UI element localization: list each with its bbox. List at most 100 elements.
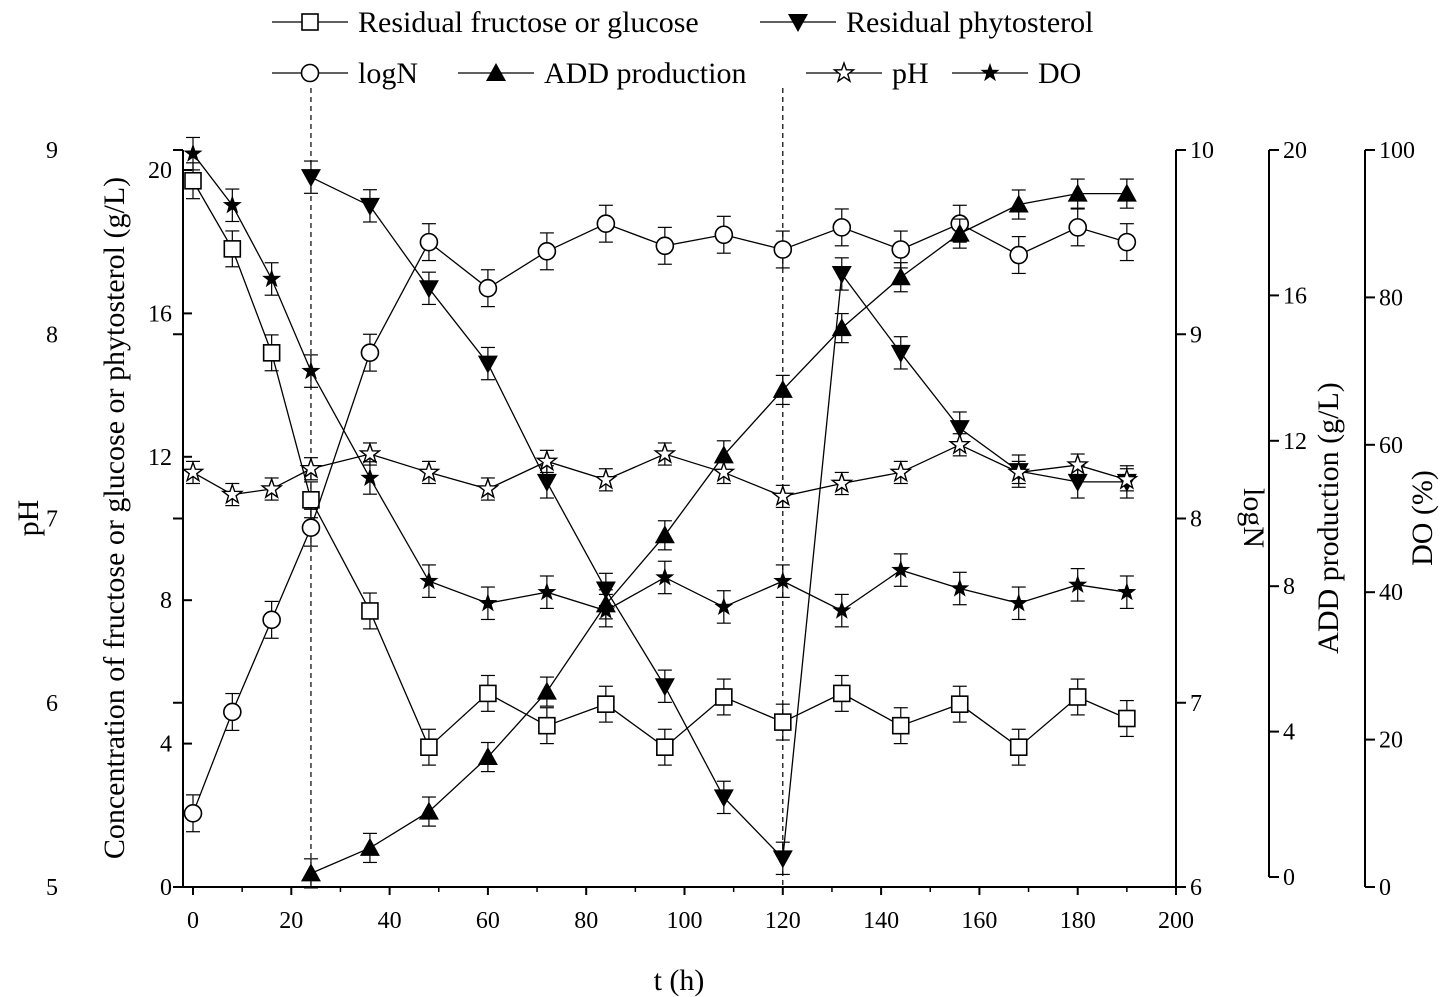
y-tick-label-logn: 9: [1190, 322, 1202, 348]
legend-item-do: DO: [952, 57, 1081, 90]
data-point: [772, 850, 793, 869]
legend-marker: [833, 62, 855, 82]
x-tick-label: 200: [1158, 908, 1194, 934]
data-point: [359, 197, 380, 216]
x-tick-label: 160: [961, 908, 997, 934]
y-tick-label-ph: 8: [46, 322, 58, 348]
data-point: [891, 716, 910, 735]
series-residual-phytosterol: [300, 160, 1137, 876]
series-line: [310, 192, 1127, 874]
x-tick-label: 40: [378, 908, 402, 934]
data-point: [536, 473, 557, 492]
legend-label: DO: [1038, 57, 1081, 90]
data-point: [656, 738, 674, 756]
data-point: [478, 278, 498, 298]
y-axis-label-concentration: Concentration of fructose or glucose or …: [98, 177, 131, 859]
data-point: [1009, 245, 1029, 265]
data-point: [418, 280, 439, 299]
y-tick-label-add: 0: [1283, 865, 1295, 891]
data-point: [714, 225, 734, 245]
data-point: [302, 491, 320, 509]
data-point: [1009, 738, 1028, 756]
series-line: [192, 180, 1128, 749]
legend-label: Residual fructose or glucose: [358, 6, 699, 39]
x-tick-label: 100: [667, 908, 703, 934]
y-tick-label-ph: 6: [46, 691, 58, 717]
data-point: [891, 240, 911, 259]
data-point: [597, 695, 615, 713]
y-tick-label-conc: 20: [148, 158, 172, 184]
y-axis-label-ph: pH: [12, 500, 45, 537]
series-add-production: [300, 178, 1137, 889]
data-point: [654, 525, 675, 544]
y-tick-label-add: 8: [1283, 574, 1295, 600]
data-point: [950, 695, 969, 713]
y-tick-label-ph: 9: [46, 138, 58, 164]
legend: Residual fructose or glucose Residual phy…: [272, 6, 1093, 90]
data-point: [654, 678, 675, 697]
data-point: [655, 236, 675, 256]
data-point: [359, 837, 380, 856]
data-point: [184, 171, 202, 190]
y-tick-label-ph: 5: [46, 875, 58, 901]
data-point: [538, 716, 556, 735]
data-point: [1068, 688, 1087, 706]
series-line: [192, 444, 1128, 498]
data-point: [419, 232, 439, 252]
data-point: [536, 681, 557, 700]
data-point: [890, 344, 911, 363]
data-point: [1116, 183, 1137, 202]
y-tick-label-add: 16: [1283, 283, 1307, 309]
series-logn: [183, 204, 1137, 833]
y-tick-label-ph: 7: [46, 507, 58, 533]
data-point: [890, 267, 911, 286]
data-point: [223, 240, 242, 258]
x-tick-label: 60: [476, 908, 500, 934]
axes-layer: 0 20 40 60 80 100 120 140 160 180 2005678904812162…: [46, 138, 1415, 934]
data-point: [223, 702, 242, 722]
data-point: [360, 343, 380, 362]
y-tick-label-add: 4: [1283, 720, 1295, 746]
legend-label: logN: [358, 57, 418, 90]
data-point: [300, 863, 321, 882]
legend-item-residual-phytosterol: Residual phytosterol: [760, 6, 1093, 39]
legend-item-add-production: ADD production: [458, 57, 746, 90]
y-tick-label-conc: 16: [148, 301, 172, 327]
series-line: [192, 222, 1128, 814]
data-point: [1068, 218, 1087, 237]
x-tick-label: 20: [279, 908, 303, 934]
series-line: [192, 153, 1127, 612]
data-point: [773, 713, 792, 731]
y-axis-label-logn: logN: [1237, 488, 1270, 548]
x-tick-label: 180: [1060, 908, 1096, 934]
data-point: [262, 610, 281, 630]
data-point: [773, 240, 793, 259]
y-tick-label-logn: 6: [1190, 875, 1202, 901]
data-point: [262, 344, 281, 362]
legend-marker: [300, 63, 320, 83]
legend-label: pH: [892, 57, 929, 90]
series-layer: [182, 136, 1138, 889]
data-point: [1118, 709, 1136, 728]
legend-label: Residual phytosterol: [846, 6, 1093, 39]
data-point: [361, 602, 379, 620]
series-line: [310, 176, 1127, 860]
y-tick-label-logn: 8: [1190, 507, 1202, 533]
data-point: [715, 688, 733, 706]
y-tick-label-logn: 10: [1190, 138, 1214, 164]
legend-item-logn: logN: [272, 57, 418, 90]
data-point: [477, 355, 498, 374]
x-tick-label: 80: [574, 908, 598, 934]
y-axis-label-add: ADD production (g/L): [1312, 382, 1345, 654]
y-tick-label-add: 20: [1283, 138, 1307, 164]
y-tick-label-conc: 12: [148, 445, 172, 471]
legend-marker: [788, 14, 808, 32]
legend-marker: [301, 13, 319, 31]
legend-item-ph: pH: [806, 57, 929, 90]
data-point: [832, 684, 851, 703]
y-tick-label-logn: 7: [1190, 691, 1202, 717]
y-tick-label-do: 0: [1379, 875, 1391, 901]
data-point: [832, 218, 852, 237]
data-point: [301, 518, 321, 538]
series-do: [183, 136, 1137, 628]
